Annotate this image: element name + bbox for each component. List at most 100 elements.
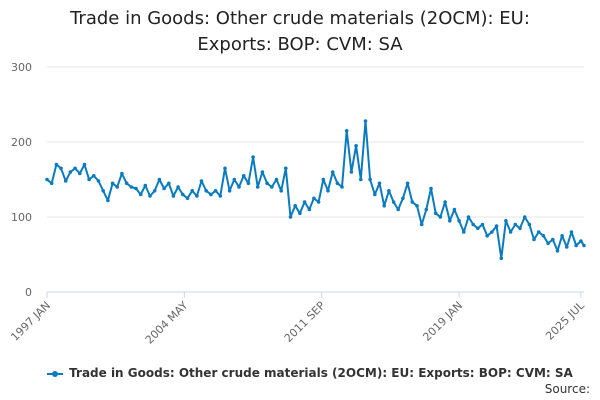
data-point — [302, 200, 307, 204]
x-tick-labels: 1997 JAN 2004 MAY 2011 SEP 2019 JAN 2025 JUL — [8, 298, 587, 346]
data-point — [134, 186, 138, 191]
data-point — [199, 179, 204, 183]
data-point — [232, 177, 237, 182]
data-point — [368, 177, 372, 182]
y-tick-labels: 0 100 200 300 — [11, 61, 32, 299]
data-point — [499, 256, 504, 261]
data-point — [312, 196, 316, 201]
data-point — [162, 186, 166, 191]
data-point — [401, 196, 405, 201]
data-point — [579, 239, 583, 243]
data-point — [260, 170, 265, 174]
data-point — [185, 196, 190, 201]
x-tick-label: 2025 JUL — [543, 298, 587, 342]
data-point — [443, 200, 447, 204]
data-point — [209, 192, 213, 197]
data-point — [387, 189, 391, 193]
data-point — [494, 224, 499, 228]
data-point — [396, 207, 401, 212]
data-point — [92, 174, 96, 178]
data-point — [73, 166, 77, 171]
data-point — [106, 198, 110, 203]
data-point — [246, 181, 251, 186]
data-point — [555, 249, 560, 253]
data-point — [536, 230, 541, 234]
y-tick-label: 0 — [25, 286, 32, 299]
data-point — [274, 177, 279, 182]
legend[interactable]: Trade in Goods: Other crude materials (2… — [30, 366, 590, 380]
data-point — [527, 222, 532, 227]
data-point — [485, 234, 490, 238]
data-point — [96, 179, 101, 183]
data-point — [321, 177, 326, 182]
data-point — [382, 204, 387, 208]
data-point — [448, 219, 452, 223]
data-point — [255, 185, 260, 189]
data-point — [377, 181, 382, 186]
data-point — [227, 189, 232, 193]
x-tick-label: 2019 JAN — [420, 299, 465, 344]
data-point — [190, 189, 194, 193]
data-point — [373, 192, 377, 197]
data-point — [349, 170, 354, 174]
data-point — [424, 207, 429, 212]
data-point — [340, 185, 344, 189]
data-point — [330, 170, 335, 174]
data-point — [532, 237, 536, 242]
data-point — [419, 222, 424, 227]
grid-lines — [47, 66, 584, 218]
source-label: Source: — [544, 382, 590, 396]
data-point — [508, 230, 513, 234]
data-point — [452, 207, 457, 212]
data-point — [490, 230, 494, 234]
data-point — [471, 222, 476, 227]
data-point — [171, 194, 176, 198]
data-point — [167, 181, 171, 186]
data-point — [466, 215, 471, 219]
x-tick-label: 1997 JAN — [8, 299, 53, 344]
data-point — [129, 185, 134, 189]
y-tick-label: 300 — [11, 61, 32, 74]
y-tick-label: 100 — [11, 211, 32, 224]
data-point — [391, 200, 396, 204]
data-point — [101, 189, 105, 193]
data-point — [279, 189, 284, 193]
legend-line-marker-icon — [47, 369, 64, 379]
data-point — [359, 177, 363, 182]
axes — [46, 291, 584, 298]
data-point — [513, 222, 518, 227]
data-point — [120, 171, 124, 176]
data-point — [410, 200, 415, 204]
data-point — [476, 226, 480, 231]
data-point — [316, 200, 321, 204]
data-point — [541, 234, 546, 238]
data-point — [344, 129, 349, 133]
data-point — [560, 234, 564, 238]
data-point — [59, 166, 63, 171]
data-point — [438, 215, 443, 219]
data-point — [157, 177, 162, 182]
data-point — [251, 155, 255, 159]
data-point — [241, 174, 246, 178]
data-series — [45, 119, 586, 261]
data-point — [518, 226, 522, 231]
data-point — [87, 177, 91, 182]
chart-title-line-2: Exports: BOP: CVM: SA — [197, 34, 403, 55]
data-point — [284, 166, 288, 171]
data-point — [405, 181, 410, 186]
data-point — [237, 185, 241, 189]
data-point — [82, 162, 87, 167]
data-point — [213, 189, 218, 193]
data-point — [415, 204, 419, 208]
data-point — [335, 181, 340, 186]
data-point — [78, 171, 82, 176]
data-point — [569, 230, 574, 234]
data-point — [68, 170, 73, 174]
data-point — [574, 243, 578, 248]
data-point — [288, 215, 293, 219]
data-point — [218, 194, 223, 198]
x-tick-label: 2004 MAY — [143, 299, 191, 347]
data-point — [148, 194, 152, 198]
data-point — [176, 185, 180, 189]
